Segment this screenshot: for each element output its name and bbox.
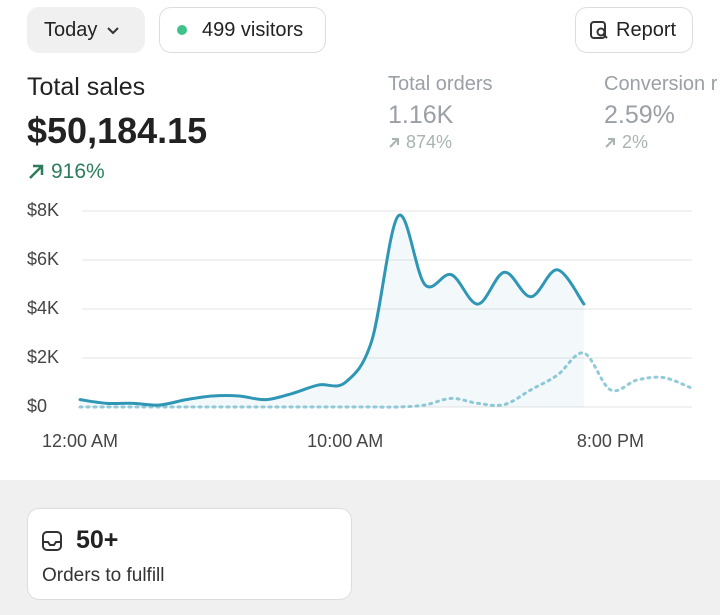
visitors-button[interactable]: 499 visitors (159, 7, 326, 53)
report-label: Report (616, 18, 677, 41)
sales-chart: $0 $2K $4K $6K $8K 12:00 AM 10:00 AM 8:00 PM (27, 200, 692, 451)
change-value: 2% (622, 132, 649, 152)
series-line (78, 213, 586, 407)
change-value: 916% (51, 160, 105, 183)
up-arrow (389, 137, 399, 148)
metric-value: 1.16K (388, 101, 454, 129)
date-label: Today (44, 18, 98, 41)
y-tick-label: $6K (27, 249, 59, 269)
metric-value: $50,184.15 (27, 110, 208, 151)
metric-label: Conversion r (604, 73, 718, 95)
series-line (78, 351, 692, 409)
metric-label: Total orders (388, 73, 493, 95)
visitors-label: 499 visitors (202, 18, 304, 41)
up-arrow (605, 137, 615, 148)
metric-change: 916% (27, 160, 105, 184)
metric-label: Total sales (27, 73, 146, 101)
x-tick-label: 12:00 AM (42, 431, 118, 451)
metric-change: 874% (388, 132, 452, 153)
date-button[interactable]: Today (27, 7, 145, 53)
metric-change: 2% (604, 132, 648, 153)
change-value: 874% (406, 132, 453, 152)
series-area (80, 215, 584, 407)
inbox-icon (42, 531, 62, 551)
report-icon (590, 21, 608, 39)
fulfill-label: Orders to fulfill (42, 565, 165, 586)
live-dot (177, 25, 187, 35)
x-tick-label: 8:00 PM (577, 431, 644, 451)
metric-value: 2.59% (604, 101, 675, 129)
y-tick-label: $8K (27, 200, 59, 220)
fulfill-card[interactable]: 50+ Orders to fulfill (27, 508, 352, 600)
chevron (107, 27, 120, 35)
y-tick-label: $2K (27, 347, 59, 367)
y-tick-label: $0 (27, 396, 47, 416)
y-tick-label: $4K (27, 298, 59, 318)
x-tick-label: 10:00 AM (307, 431, 383, 451)
up-arrow (29, 164, 44, 179)
fulfill-count: 50+ (76, 526, 119, 554)
report-button[interactable]: Report (575, 7, 693, 53)
